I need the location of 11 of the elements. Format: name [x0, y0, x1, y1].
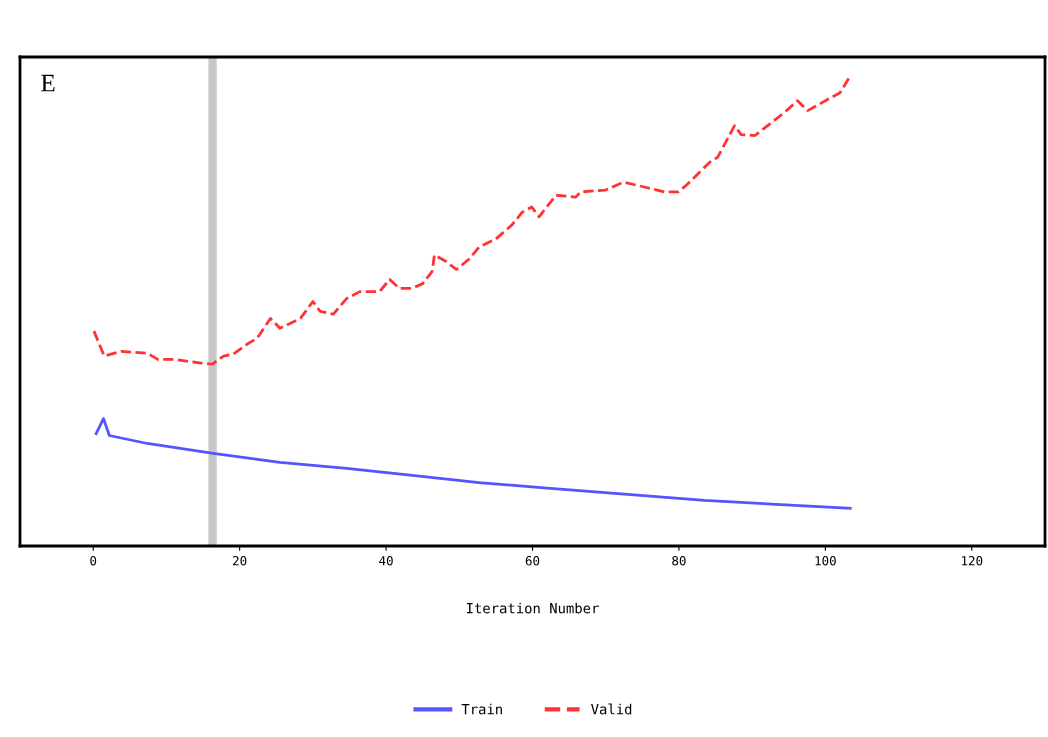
- x-tick-label: 100: [815, 556, 836, 566]
- x-tick-label: 40: [379, 556, 393, 566]
- x-tick-label: 0: [90, 556, 97, 566]
- x-tick-label: 120: [962, 556, 983, 566]
- x-tick-label: 60: [525, 556, 540, 566]
- x-axis-title: Iteration Number: [466, 602, 599, 614]
- x-tick-label: 20: [233, 556, 247, 566]
- legend-label: Train: [461, 703, 502, 715]
- annotation: E: [41, 74, 55, 92]
- legend-label: Valid: [591, 703, 632, 715]
- x-tick-label: 80: [672, 556, 686, 566]
